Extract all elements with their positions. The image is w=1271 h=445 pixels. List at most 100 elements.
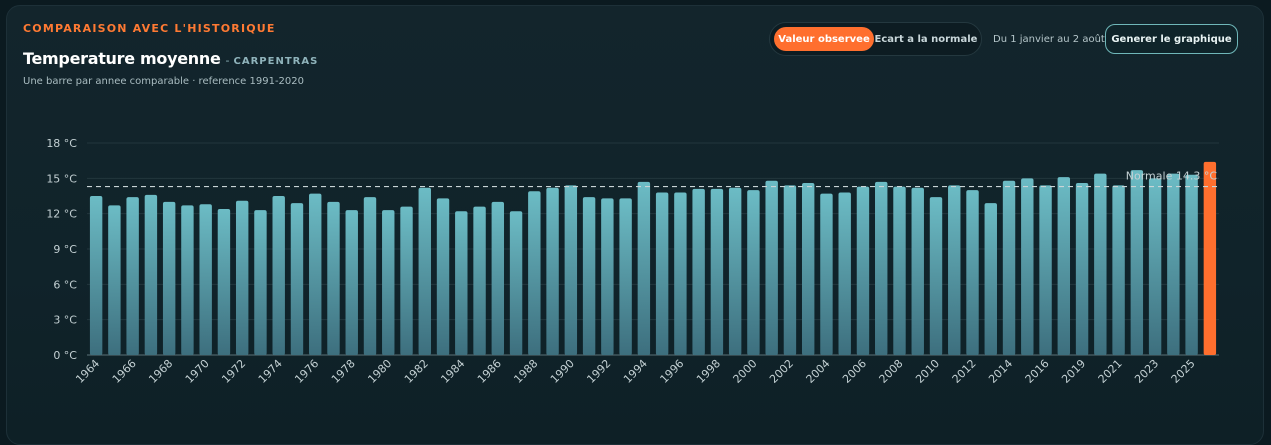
mode-toggle: Valeur observee Ecart a la normale: [769, 22, 982, 56]
bar-1999: [728, 187, 742, 355]
bar-1978: [345, 210, 358, 355]
x-tick-label: 1972: [219, 357, 248, 386]
bar-2024: [1167, 173, 1180, 355]
x-tick-label: 1992: [584, 357, 613, 386]
bar-1974: [272, 196, 285, 355]
bar-2002: [783, 185, 797, 355]
bar-highlight-2026: [1203, 161, 1217, 355]
comparison-card: [6, 5, 1264, 445]
title-separator: -: [225, 54, 230, 67]
bar-1970: [199, 204, 212, 355]
bar-2007: [875, 181, 888, 355]
x-tick-label: 1966: [110, 357, 139, 386]
bar-2008: [893, 186, 906, 355]
bar-2001: [765, 180, 778, 355]
bar-1967: [144, 194, 158, 355]
bar-1976: [309, 193, 322, 355]
x-tick-label: 1970: [183, 357, 212, 386]
bar-2017: [1057, 177, 1071, 355]
toggle-observed-value[interactable]: Valeur observee: [774, 27, 874, 51]
x-tick-label: 1990: [548, 357, 577, 386]
x-tick-label: 2012: [950, 357, 979, 386]
bar-2016: [1039, 185, 1052, 355]
bar-1973: [254, 210, 267, 355]
x-tick-label: 2019: [1059, 357, 1088, 386]
section-eyebrow: COMPARAISON AVEC L'HISTORIQUE: [23, 22, 276, 35]
bar-1995: [655, 192, 669, 355]
generate-chart-button[interactable]: Generer le graphique: [1105, 24, 1238, 54]
title-row: Temperature moyenne - CARPENTRAS: [23, 49, 318, 68]
x-tick-label: 2016: [1023, 357, 1052, 386]
bar-1993: [619, 198, 632, 355]
bar-1992: [601, 198, 614, 355]
x-tick-label: 2002: [767, 357, 796, 386]
bar-1987: [509, 211, 523, 355]
normal-reference: Normale 14.3 °C: [87, 170, 1219, 188]
bar-1996: [674, 192, 687, 355]
bar-2015: [1021, 178, 1034, 355]
bar-2009: [911, 187, 924, 355]
x-tick-label: 2025: [1169, 357, 1198, 386]
bar-2003: [801, 183, 815, 355]
x-tick-label: 1988: [511, 357, 540, 386]
bar-1990: [564, 185, 578, 355]
x-tick-label: 1996: [658, 357, 687, 386]
y-tick-label: 12 °C: [46, 208, 77, 221]
bar-1972: [235, 200, 249, 355]
x-tick-label: 1980: [365, 357, 394, 386]
bar-1975: [290, 203, 304, 355]
bar-2004: [820, 193, 833, 355]
bar-2006: [856, 186, 870, 355]
bar-2014: [1002, 180, 1016, 355]
x-tick-label: 1976: [292, 357, 321, 386]
bar-1979: [363, 197, 377, 355]
chart-subtitle: Une barre par annee comparable · referen…: [23, 76, 304, 87]
bar-2025: [1185, 174, 1198, 355]
x-tick-label: 1984: [438, 357, 467, 386]
x-tick-label: 1968: [146, 357, 175, 386]
bar-1991: [582, 197, 596, 355]
bar-1994: [637, 181, 651, 355]
x-tick-label: 1964: [73, 357, 102, 386]
bar-1968: [162, 201, 176, 355]
y-tick-label: 18 °C: [46, 137, 77, 150]
y-tick-label: 0 °C: [53, 349, 77, 362]
bar-1984: [455, 211, 468, 355]
bar-2019: [1075, 183, 1089, 355]
toggle-deviation-from-normal[interactable]: Ecart a la normale: [874, 33, 978, 45]
x-axis-ticks: 1964 1966 1968 1970 1972 1974 1976 1978 1980 1982…: [73, 357, 1197, 386]
x-tick-label: 1998: [694, 357, 723, 386]
bar-2013: [984, 203, 997, 355]
bar-1965: [108, 205, 121, 355]
bar-1971: [217, 208, 231, 355]
bar-1964: [89, 196, 103, 355]
bar-1997: [692, 188, 705, 355]
bar-1985: [473, 206, 486, 355]
bar-2000: [747, 190, 760, 355]
bar-1981: [400, 206, 413, 355]
bar-1998: [710, 188, 724, 355]
bar-2005: [838, 192, 851, 355]
bar-1982: [418, 187, 431, 355]
x-tick-label: 2014: [986, 357, 1015, 386]
x-tick-label: 2010: [913, 357, 942, 386]
x-tick-label: 2006: [840, 357, 869, 386]
bar-1980: [382, 210, 395, 355]
bar-1983: [436, 198, 450, 355]
chart-title: Temperature moyenne: [23, 49, 221, 68]
y-tick-label: 9 °C: [53, 243, 77, 256]
bar-2021: [1112, 185, 1125, 355]
bar-2022: [1130, 170, 1144, 355]
bar-2012: [966, 190, 979, 355]
x-tick-label: 1982: [402, 357, 431, 386]
normal-label: Normale 14.3 °C: [1126, 170, 1218, 183]
bar-1989: [546, 187, 559, 355]
bar-2010: [929, 197, 943, 355]
y-tick-label: 15 °C: [46, 172, 77, 185]
x-tick-label: 2000: [731, 357, 760, 386]
x-tick-label: 2008: [877, 357, 906, 386]
bar-2020: [1094, 173, 1107, 355]
bar-2023: [1148, 178, 1162, 355]
x-tick-label: 2004: [804, 357, 833, 386]
